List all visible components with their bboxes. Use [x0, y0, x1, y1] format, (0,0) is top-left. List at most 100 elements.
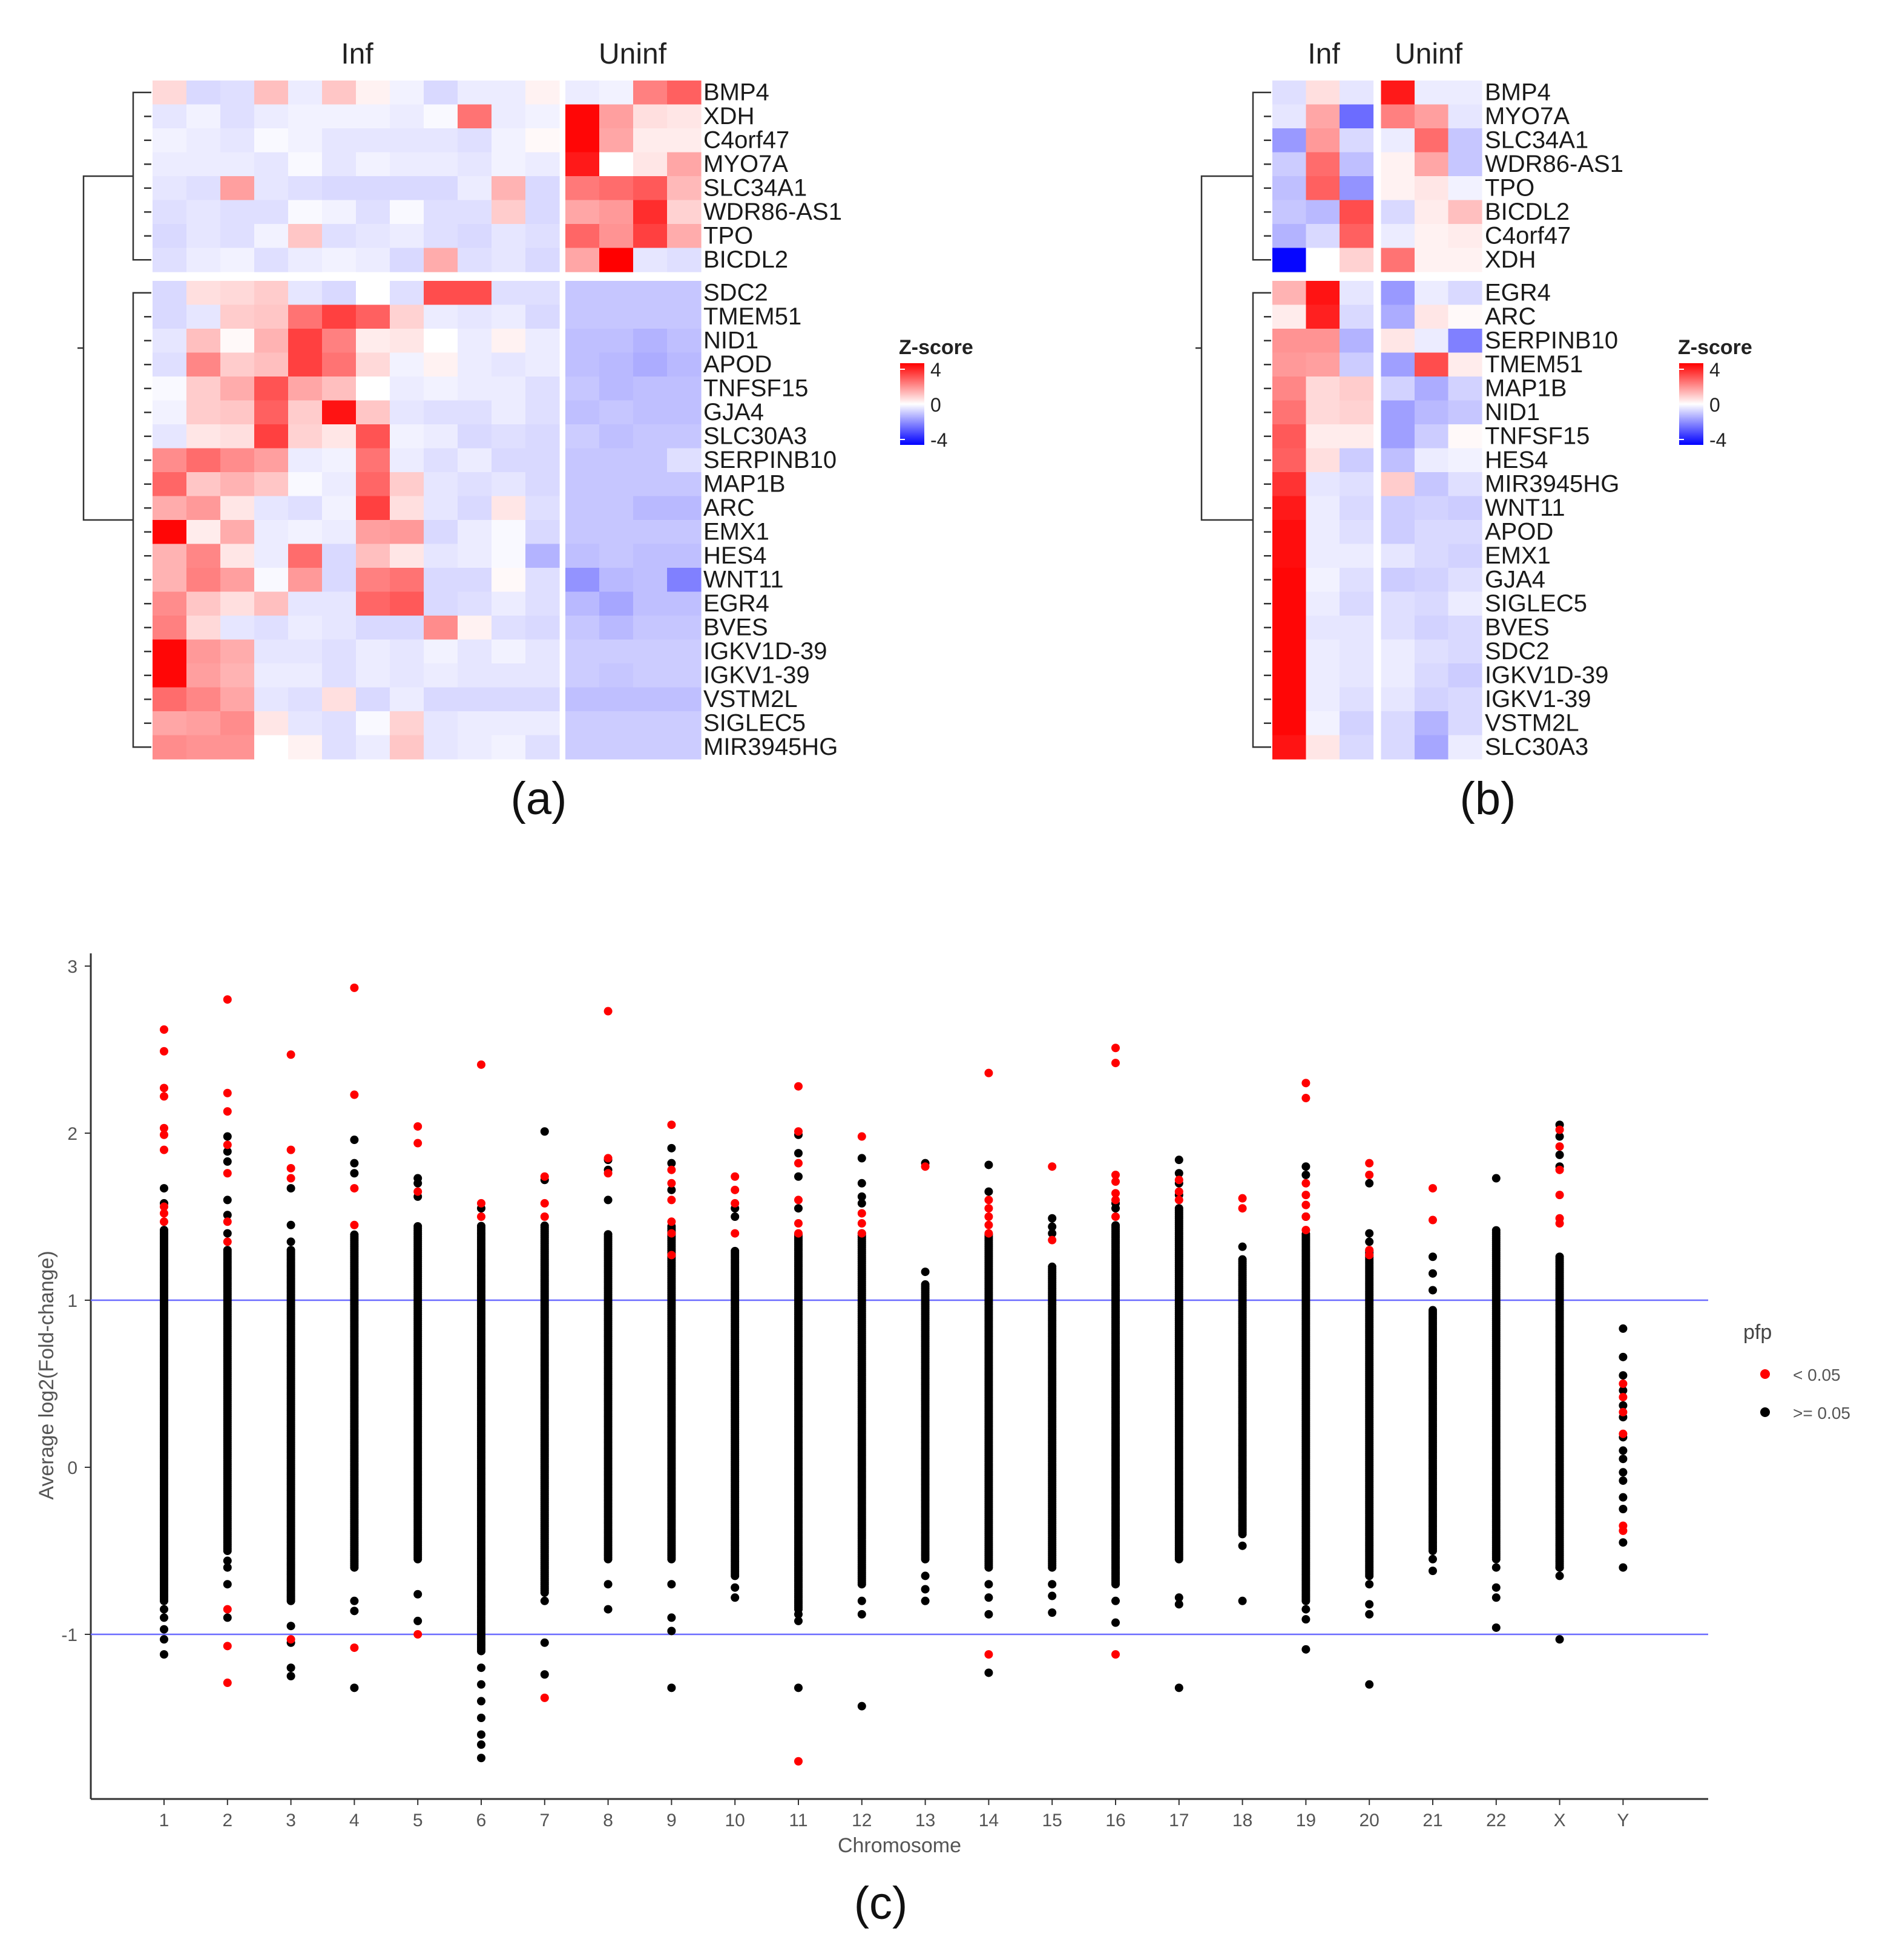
data-point-sig [160, 1209, 168, 1218]
heatmap-cell [390, 200, 424, 225]
heatmap-cell [1381, 544, 1415, 568]
data-point-sig [1301, 1212, 1310, 1221]
heatmap-cell [458, 200, 492, 225]
heatmap-cell [1340, 128, 1374, 153]
heatmap-cell [1272, 128, 1307, 153]
heatmap-cell [322, 496, 357, 521]
heatmap-cell [186, 176, 221, 201]
data-point-nonsig [477, 1680, 485, 1689]
x-tick-label: 14 [979, 1810, 999, 1830]
data-point-sig [160, 1047, 168, 1056]
heatmap-cell [288, 352, 323, 377]
heatmap-cell [322, 377, 357, 401]
heatmap-cell [565, 639, 600, 664]
heatmap-cell [1340, 496, 1374, 521]
heatmap-cell [458, 735, 492, 760]
data-point-nonsig [350, 1606, 359, 1616]
heatmap-cell [599, 472, 634, 497]
data-point-nonsig [1238, 1541, 1247, 1550]
heatmap-cell [667, 281, 702, 306]
heatmap-cell [1448, 663, 1482, 688]
data-point-sig [413, 1122, 423, 1131]
data-point-sig [794, 1219, 803, 1228]
heatmap-cell [492, 104, 526, 129]
data-point-sig [1238, 1204, 1247, 1213]
data-point-nonsig [223, 1147, 232, 1156]
heatmap-cell [1448, 400, 1482, 425]
data-point-nonsig [857, 1179, 866, 1188]
heatmap-cell [1381, 711, 1415, 736]
heatmap-cell [1415, 128, 1449, 153]
heatmap-cell [1381, 176, 1415, 201]
heatmap-cell [633, 424, 668, 449]
scatter-reference-lines [91, 1299, 1708, 1636]
heatmap-cell [1448, 200, 1482, 225]
data-point-sig [286, 1174, 295, 1183]
heatmap-cell [424, 104, 458, 129]
heatmap-cell [220, 687, 255, 712]
heatmap-row-label: WDR86-AS1 [703, 199, 842, 225]
heatmap-cell [1306, 200, 1340, 225]
heatmap-cell [1415, 400, 1449, 425]
heatmap-cell [254, 687, 289, 712]
data-point-nonsig [350, 1136, 359, 1145]
heatmap-cell [390, 520, 424, 545]
heatmap-cell [288, 224, 323, 249]
heatmap-cell [458, 496, 492, 521]
heatmap-cell [424, 352, 458, 377]
data-point-nonsig [921, 1571, 930, 1580]
heatmap-cell [288, 304, 323, 329]
data-point-nonsig [1301, 1171, 1310, 1179]
heatmap-cell [356, 616, 390, 640]
data-point-sig [1048, 1162, 1057, 1171]
heatmap-cell [390, 81, 424, 105]
data-point-sig [540, 1199, 549, 1208]
heatmap-cell [667, 104, 702, 129]
heatmap-cell [390, 281, 424, 306]
data-point-sig [921, 1162, 930, 1171]
heatmap-row-label: HES4 [1485, 447, 1548, 473]
data-point-nonsig [223, 1229, 232, 1238]
heatmap-cell [1448, 448, 1482, 473]
heatmap-cell [1381, 687, 1415, 712]
heatmap-cell [458, 448, 492, 473]
data-point-nonsig [603, 1605, 613, 1614]
data-point-nonsig [160, 1184, 168, 1193]
heatmap-cell [288, 472, 323, 497]
heatmap-cell [220, 424, 255, 449]
heatmap-cell [1272, 200, 1307, 225]
heatmap-cell [667, 687, 702, 712]
data-point-nonsig [1619, 1371, 1628, 1380]
heatmap-cell [492, 152, 526, 177]
heatmap-cell [1415, 248, 1449, 272]
heatmap-cell [492, 248, 526, 272]
heatmap-cell [424, 248, 458, 272]
data-point-nonsig [1429, 1306, 1437, 1315]
data-point-sig [794, 1757, 803, 1766]
heatmap-cell [458, 224, 492, 249]
data-point-sig [350, 983, 359, 992]
heatmap-cell [565, 352, 600, 377]
heatmap-b: Inf Uninf BMP4MYO7ASLC34A1WDR86-AS1TPOBI… [1195, 38, 1752, 824]
x-tick-label: 16 [1105, 1810, 1125, 1830]
y-tick-label: -1 [61, 1625, 77, 1645]
heatmap-cell [220, 81, 255, 105]
heatmap-cell [1381, 520, 1415, 545]
heatmap-cell [424, 152, 458, 177]
data-point-sig [794, 1195, 803, 1205]
heatmap-cell [186, 424, 221, 449]
heatmap-cell [667, 152, 702, 177]
heatmap-cell [254, 400, 289, 425]
heatmap-row-label: SLC34A1 [703, 174, 807, 201]
data-point-nonsig [857, 1199, 866, 1208]
data-point-nonsig [1491, 1623, 1501, 1632]
panel-label-b: (b) [1460, 773, 1516, 824]
data-point-nonsig [667, 1580, 676, 1589]
heatmap-cell [322, 128, 357, 153]
heatmap-cell [1381, 591, 1415, 616]
heatmap-cell [1272, 472, 1307, 497]
heatmap-cell [424, 687, 458, 712]
data-point-sig [667, 1195, 676, 1205]
scatter-legend-label-sig: < 0.05 [1793, 1366, 1841, 1384]
data-point-sig [603, 1007, 613, 1016]
